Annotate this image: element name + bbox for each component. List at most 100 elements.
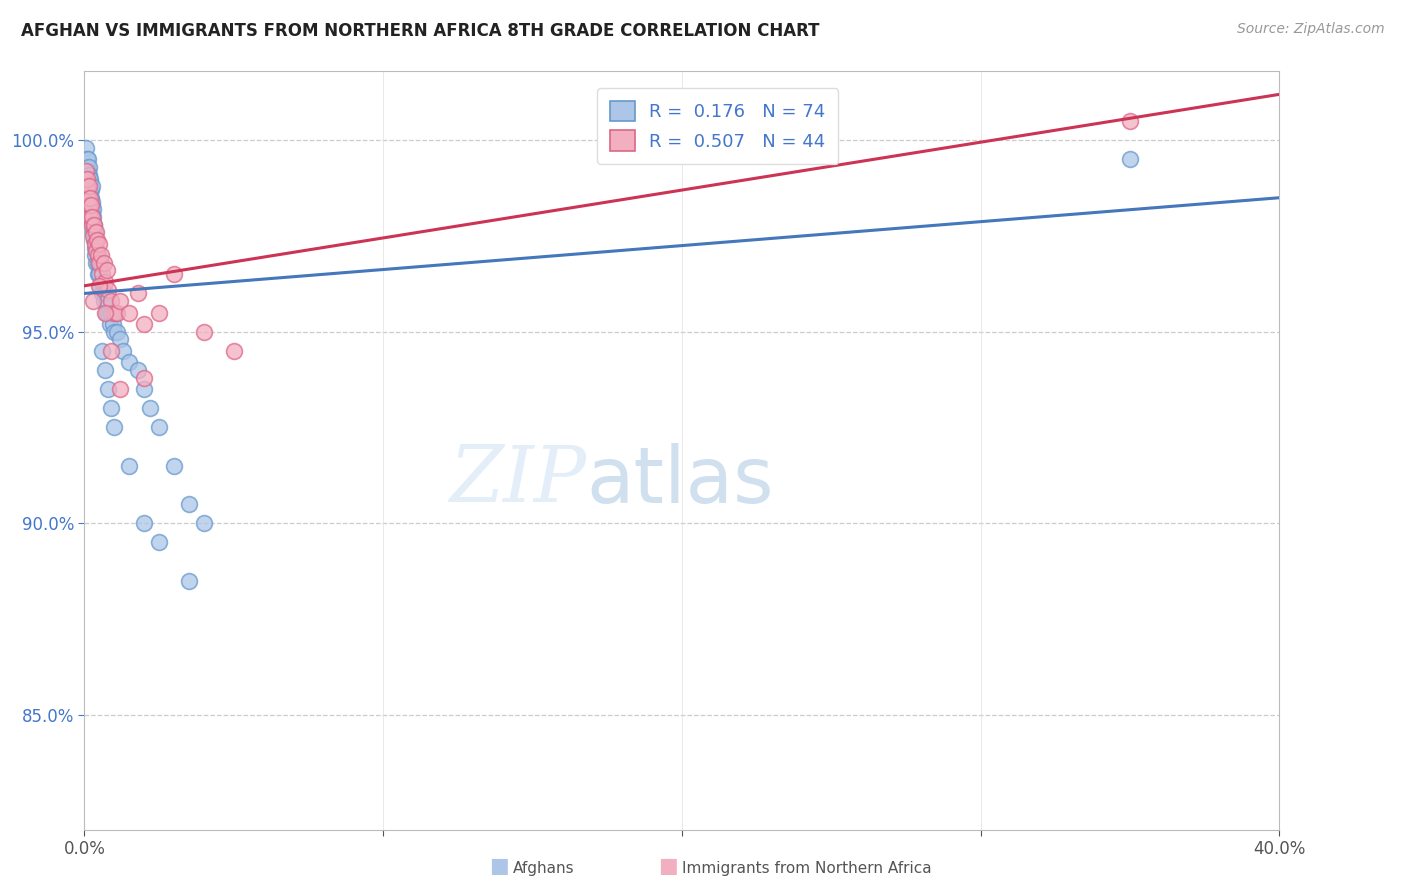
Point — [193, 516, 215, 531]
Point — [77, 198, 100, 212]
Point — [86, 233, 108, 247]
Point — [1119, 153, 1142, 167]
Point — [96, 294, 118, 309]
Point — [105, 305, 128, 319]
Point — [91, 343, 114, 358]
Point — [82, 194, 104, 209]
Point — [163, 268, 186, 282]
Point — [177, 574, 200, 588]
Point — [100, 294, 122, 309]
Point — [100, 305, 122, 319]
Point — [79, 175, 101, 189]
Point — [127, 363, 149, 377]
Point — [77, 179, 100, 194]
Point — [148, 535, 170, 549]
Point — [148, 305, 170, 319]
Text: ZIP: ZIP — [449, 442, 586, 519]
Point — [83, 240, 105, 254]
Point — [97, 283, 120, 297]
Point — [139, 401, 162, 416]
Point — [177, 497, 200, 511]
Point — [193, 325, 215, 339]
Point — [82, 213, 104, 227]
Text: ■: ■ — [658, 856, 678, 876]
Point — [82, 218, 104, 232]
Point — [94, 363, 117, 377]
Point — [132, 382, 156, 396]
Text: Afghans: Afghans — [513, 861, 575, 876]
Point — [89, 278, 111, 293]
Point — [87, 268, 110, 282]
Point — [77, 160, 100, 174]
Point — [101, 317, 124, 331]
Point — [77, 171, 100, 186]
Point — [80, 202, 103, 217]
Point — [104, 305, 127, 319]
Point — [79, 191, 101, 205]
Point — [103, 420, 125, 434]
Point — [79, 194, 101, 209]
Point — [82, 229, 104, 244]
Point — [84, 233, 107, 247]
Point — [118, 458, 141, 473]
Point — [83, 218, 105, 232]
Point — [103, 305, 125, 319]
Point — [94, 286, 117, 301]
Point — [77, 153, 100, 167]
Point — [91, 268, 114, 282]
Point — [77, 168, 100, 182]
Point — [96, 263, 118, 277]
Point — [89, 268, 111, 282]
Point — [110, 333, 132, 347]
Point — [132, 516, 156, 531]
Point — [94, 305, 117, 319]
Point — [77, 171, 100, 186]
Point — [83, 225, 105, 239]
Point — [87, 248, 110, 262]
Point — [86, 256, 108, 270]
Point — [110, 382, 132, 396]
Point — [103, 325, 125, 339]
Point — [118, 355, 141, 369]
Point — [132, 317, 156, 331]
Point — [87, 256, 110, 270]
Point — [93, 294, 115, 309]
Point — [80, 206, 103, 220]
Point — [82, 225, 104, 239]
Point — [75, 141, 97, 155]
Point — [80, 191, 103, 205]
Point — [94, 305, 117, 319]
Point — [80, 183, 103, 197]
Point — [127, 286, 149, 301]
Point — [90, 286, 112, 301]
Point — [80, 179, 103, 194]
Point — [75, 164, 97, 178]
Point — [79, 171, 101, 186]
Point — [82, 210, 104, 224]
Point — [86, 244, 108, 259]
Point — [100, 343, 122, 358]
Point — [91, 275, 114, 289]
Point — [84, 248, 107, 262]
Point — [83, 233, 105, 247]
Point — [80, 198, 103, 212]
Point — [89, 256, 111, 270]
Point — [112, 343, 135, 358]
Point — [87, 236, 110, 251]
Point — [77, 164, 100, 178]
Point — [80, 198, 103, 212]
Point — [89, 278, 111, 293]
Point — [82, 210, 104, 224]
Point — [76, 175, 98, 189]
Point — [76, 179, 98, 194]
Point — [80, 218, 103, 232]
Point — [79, 183, 101, 197]
Point — [97, 305, 120, 319]
Point — [77, 179, 100, 194]
Point — [222, 343, 245, 358]
Text: ■: ■ — [489, 856, 509, 876]
Point — [118, 305, 141, 319]
Point — [82, 294, 104, 309]
Point — [76, 160, 98, 174]
Text: atlas: atlas — [586, 442, 773, 519]
